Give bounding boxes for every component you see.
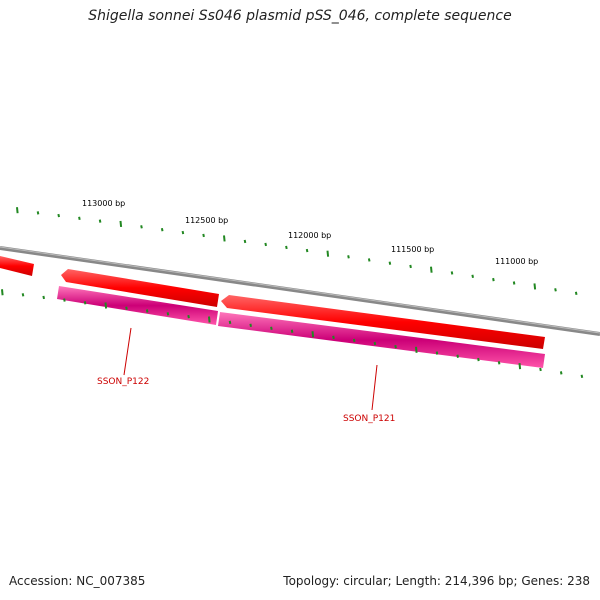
outer-tick-minor bbox=[450, 271, 454, 275]
inner-tick-minor bbox=[290, 329, 294, 333]
cds-feature-red-2[interactable] bbox=[221, 295, 545, 349]
outer-tick-minor bbox=[388, 261, 392, 265]
gene-feature-pink-2[interactable] bbox=[218, 312, 545, 368]
inner-tick-minor bbox=[394, 344, 397, 349]
outer-tick-major bbox=[16, 207, 19, 214]
inner-tick-minor bbox=[456, 354, 459, 358]
scale-label-111000: 111000 bp bbox=[495, 257, 538, 266]
scale-label-112500: 112500 bp bbox=[185, 216, 228, 225]
inner-tick-minor bbox=[83, 301, 87, 305]
outer-tick-minor bbox=[574, 291, 578, 296]
outer-tick-minor bbox=[471, 274, 474, 278]
outer-tick-major bbox=[326, 250, 330, 257]
outer-tick-minor bbox=[202, 233, 205, 238]
accession-text: Accession: NC_007385 bbox=[9, 574, 146, 588]
map-title: Shigella sonnei Ss046 plasmid pSS_046, c… bbox=[88, 8, 512, 24]
outer-tick-minor bbox=[57, 213, 60, 218]
inner-tick-minor bbox=[145, 309, 149, 313]
scale-label-112000: 112000 bp bbox=[288, 231, 331, 240]
outer-tick-major bbox=[430, 266, 433, 273]
inner-tick-minor bbox=[539, 367, 542, 372]
inner-tick-major bbox=[1, 289, 4, 296]
inner-tick-minor bbox=[187, 314, 190, 319]
outer-tick-minor bbox=[181, 230, 185, 235]
outer-tick-minor bbox=[243, 239, 247, 244]
inner-tick-minor bbox=[42, 295, 45, 300]
outer-scale-ticks bbox=[16, 207, 578, 296]
inner-tick-minor bbox=[580, 374, 584, 378]
outer-tick-major bbox=[223, 235, 226, 242]
inner-tick-minor bbox=[332, 335, 335, 340]
inner-tick-major bbox=[518, 363, 522, 370]
outer-tick-minor bbox=[78, 216, 81, 221]
inner-tick-minor bbox=[435, 351, 439, 355]
gene-label-leader-p122 bbox=[123, 327, 132, 376]
outer-tick-minor bbox=[264, 242, 267, 247]
inner-tick-major bbox=[311, 331, 315, 338]
outer-tick-minor bbox=[367, 258, 371, 262]
outer-tick-minor bbox=[305, 248, 309, 253]
outer-tick-minor bbox=[285, 245, 288, 250]
scale-label-111500: 111500 bp bbox=[391, 245, 434, 254]
inner-tick-minor bbox=[166, 312, 170, 316]
inner-tick-minor bbox=[125, 306, 128, 310]
inner-tick-minor bbox=[21, 293, 25, 297]
inner-tick-minor bbox=[373, 341, 377, 346]
outer-tick-minor bbox=[98, 219, 102, 223]
gene-label-sson-p122[interactable]: SSON_P122 bbox=[97, 377, 149, 387]
gene-label-sson-p121[interactable]: SSON_P121 bbox=[343, 414, 395, 424]
scale-label-113000: 113000 bp bbox=[82, 199, 125, 208]
outer-tick-minor bbox=[492, 277, 495, 282]
inner-tick-major bbox=[415, 346, 418, 353]
inner-tick-minor bbox=[559, 371, 563, 375]
outer-tick-major bbox=[119, 220, 123, 228]
outer-tick-minor bbox=[409, 264, 412, 269]
inner-tick-minor bbox=[477, 357, 480, 362]
inner-scale-ticks bbox=[1, 289, 584, 378]
inner-tick-major bbox=[208, 316, 211, 323]
inner-tick-minor bbox=[352, 338, 356, 343]
inner-tick-major bbox=[104, 302, 108, 309]
inner-tick-minor bbox=[63, 298, 66, 302]
inner-tick-minor bbox=[228, 320, 232, 325]
outer-tick-minor bbox=[36, 211, 40, 215]
cds-feature-left-edge[interactable] bbox=[0, 256, 34, 276]
inner-tick-minor bbox=[497, 361, 501, 365]
outer-tick-minor bbox=[554, 288, 557, 292]
outer-tick-minor bbox=[512, 281, 516, 285]
inner-tick-minor bbox=[270, 326, 273, 330]
topology-summary-text: Topology: circular; Length: 214,396 bp; … bbox=[283, 574, 590, 588]
gene-label-leader-p121 bbox=[371, 364, 378, 411]
outer-tick-minor bbox=[140, 225, 143, 229]
cds-feature-red-1[interactable] bbox=[61, 269, 219, 307]
outer-tick-minor bbox=[347, 255, 350, 259]
inner-tick-minor bbox=[249, 323, 252, 328]
outer-tick-minor bbox=[160, 227, 164, 232]
gene-feature-pink-1[interactable] bbox=[57, 286, 218, 325]
outer-tick-major bbox=[533, 283, 537, 290]
